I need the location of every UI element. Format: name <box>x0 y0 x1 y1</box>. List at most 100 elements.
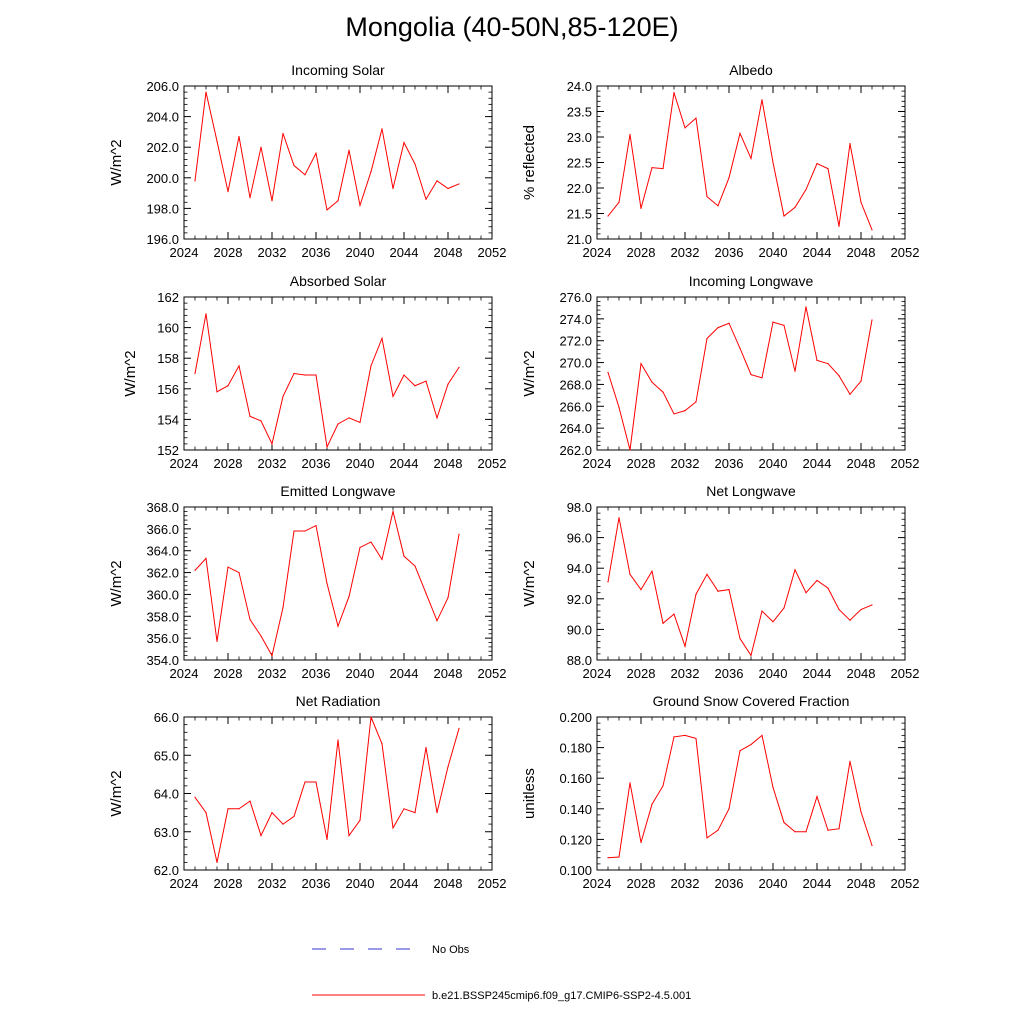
data-point <box>728 177 730 179</box>
series-line <box>194 313 460 449</box>
data-point <box>629 133 631 136</box>
panel-title: Net Longwave <box>706 483 796 499</box>
data-point <box>348 417 350 419</box>
data-point <box>640 207 642 209</box>
data-point <box>271 200 273 202</box>
x-tick-label: 2032 <box>258 245 287 260</box>
y-tick-label: 154 <box>157 412 179 427</box>
y-tick-label: 266.0 <box>559 399 592 414</box>
data-point <box>227 566 229 568</box>
data-point <box>640 589 642 591</box>
x-tick-label: 2048 <box>847 456 876 471</box>
x-tick-label: 2024 <box>583 245 612 260</box>
data-point <box>717 590 719 592</box>
x-tick-label: 2028 <box>214 876 243 891</box>
data-point <box>403 555 405 557</box>
y-tick-label: 94.0 <box>567 561 592 576</box>
x-tick-label: 2048 <box>434 245 463 260</box>
x-tick-label: 2040 <box>346 876 375 891</box>
data-point <box>249 415 251 417</box>
legend-model-label: b.e21.BSSP245cmip6.f09_g17.CMIP6-SSP2-4.… <box>432 990 691 1002</box>
data-point <box>871 604 873 606</box>
data-point <box>326 209 328 211</box>
data-point <box>739 347 741 349</box>
data-point <box>827 363 829 365</box>
data-point <box>381 743 383 745</box>
x-tick-label: 2052 <box>891 456 920 471</box>
y-tick-label: 262.0 <box>559 443 592 458</box>
data-point <box>216 391 218 393</box>
data-point <box>293 164 295 167</box>
y-tick-label: 364.0 <box>146 544 179 559</box>
x-tick-label: 2024 <box>170 456 199 471</box>
y-axis-label: W/m^2 <box>108 560 125 606</box>
data-point <box>282 132 284 135</box>
y-axis-label: % reflected <box>521 125 538 200</box>
series-line <box>607 306 873 451</box>
data-point <box>271 812 273 814</box>
data-point <box>403 808 405 810</box>
x-tick-label: 2044 <box>390 876 419 891</box>
x-tick-label: 2052 <box>478 666 507 681</box>
data-point <box>662 391 664 393</box>
data-point <box>684 410 686 412</box>
x-tick-label: 2024 <box>583 666 612 681</box>
panel-6: 2024 2028 2032 2036 2040 2044 2048 2052 88.0 90.0… <box>521 483 919 681</box>
y-tick-label: 66.0 <box>154 710 179 725</box>
x-tick-label: 2040 <box>346 245 375 260</box>
data-point <box>849 760 851 762</box>
data-point <box>326 838 328 841</box>
data-point <box>425 380 427 382</box>
y-tick-label: 360.0 <box>146 587 179 602</box>
x-tick-label: 2044 <box>390 666 419 681</box>
data-point <box>838 828 840 830</box>
data-point <box>717 327 719 329</box>
data-point <box>772 621 774 623</box>
data-point <box>194 569 196 571</box>
y-tick-label: 156 <box>157 382 179 397</box>
data-point <box>849 619 851 621</box>
y-axis-label: W/m^2 <box>521 350 538 396</box>
data-point <box>238 571 240 574</box>
data-point <box>227 808 229 810</box>
data-point <box>414 565 416 567</box>
x-tick-label: 2052 <box>891 876 920 891</box>
x-tick-label: 2044 <box>803 876 832 891</box>
data-point <box>458 727 460 730</box>
data-point <box>194 180 196 182</box>
data-point <box>816 795 818 798</box>
data-point <box>205 557 207 559</box>
data-point <box>227 385 229 387</box>
y-tick-label: 196.0 <box>146 232 179 247</box>
panel-title: Incoming Solar <box>291 62 385 78</box>
y-axis-label: W/m^2 <box>521 560 538 606</box>
data-point <box>271 655 273 657</box>
data-point <box>359 421 361 424</box>
data-point <box>871 319 873 321</box>
x-tick-label: 2036 <box>715 245 744 260</box>
series-line <box>607 517 873 657</box>
y-tick-label: 88.0 <box>567 653 592 668</box>
data-point <box>761 734 763 736</box>
data-point <box>662 622 664 624</box>
data-point <box>436 180 438 182</box>
data-point <box>805 831 807 833</box>
panel-7: 2024 2028 2032 2036 2040 2044 2048 2052 62.0 63.0… <box>108 693 506 891</box>
x-tick-label: 2028 <box>627 666 656 681</box>
y-tick-label: 264.0 <box>559 421 592 436</box>
data-point <box>640 841 642 844</box>
data-point <box>805 306 807 308</box>
data-point <box>772 161 774 164</box>
plot-frame <box>596 506 906 661</box>
x-tick-label: 2040 <box>346 456 375 471</box>
data-point <box>205 91 207 93</box>
data-point <box>436 812 438 814</box>
y-tick-label: 268.0 <box>559 377 592 392</box>
plot-frame <box>183 85 493 240</box>
data-point <box>838 375 840 377</box>
data-point <box>260 834 262 837</box>
x-tick-label: 2024 <box>583 456 612 471</box>
legend: No Obs b.e21.BSSP245cmip6.f09_g17.CMIP6-S… <box>312 944 691 1002</box>
x-tick-label: 2036 <box>302 666 331 681</box>
data-point <box>794 370 796 372</box>
